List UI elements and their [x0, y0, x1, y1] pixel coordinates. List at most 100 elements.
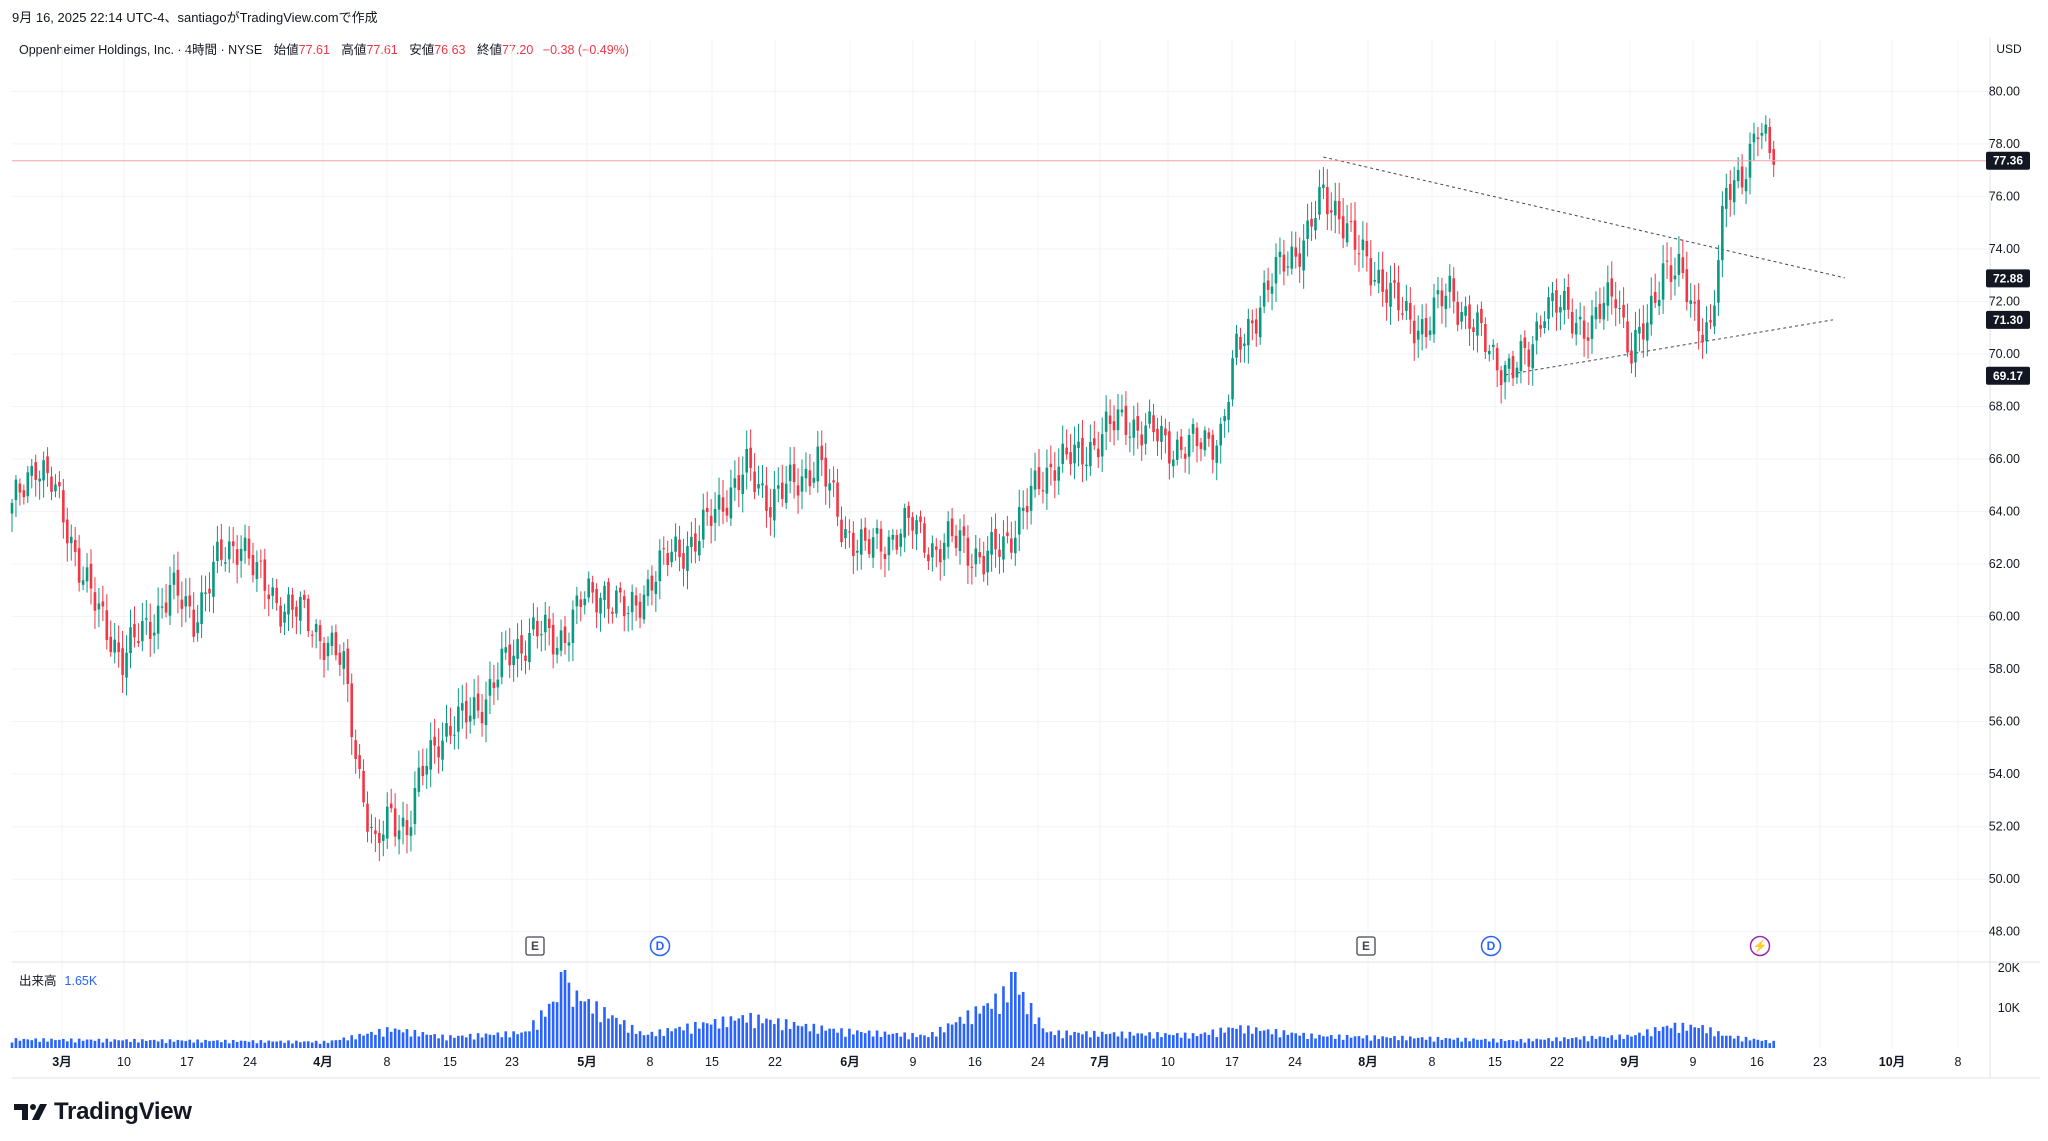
candle-body — [437, 746, 440, 758]
candle-body — [1290, 246, 1294, 269]
tradingview-logo[interactable]: TradingView — [14, 1098, 192, 1126]
time-tick-label: 17 — [180, 1055, 194, 1069]
time-tick-label: 15 — [705, 1055, 719, 1069]
candle-body — [1262, 282, 1266, 307]
candle-body — [1555, 290, 1558, 313]
volume-bar — [757, 1014, 760, 1048]
volume-bar — [50, 1038, 53, 1048]
candle-body — [698, 541, 701, 556]
candle-body — [1503, 364, 1507, 383]
volume-bar — [733, 1020, 737, 1048]
candle-body — [66, 519, 69, 544]
volume-bar — [378, 1028, 381, 1048]
volume-bar — [745, 1022, 748, 1048]
price-tick-label: 50.00 — [1989, 872, 2020, 886]
volume-bar — [1732, 1038, 1736, 1048]
candle-body — [1744, 179, 1748, 192]
volume-bar — [251, 1040, 255, 1048]
candle-body — [1772, 149, 1775, 165]
candle-body — [358, 755, 361, 769]
time-tick-label: 24 — [1031, 1055, 1045, 1069]
volume-bar — [1014, 972, 1017, 1048]
volume-bar — [180, 1040, 184, 1048]
price-badge — [1986, 310, 2030, 329]
candle-body — [1614, 299, 1617, 309]
volume-bar — [38, 1041, 41, 1048]
volume-bar — [974, 1006, 978, 1048]
volume-bar — [148, 1040, 152, 1048]
volume-bar — [433, 1034, 436, 1048]
volume-bar — [1017, 994, 1021, 1048]
volume-bar — [1175, 1033, 1179, 1048]
volume-bar — [318, 1043, 322, 1048]
volume-bar — [1199, 1033, 1203, 1048]
candle-body — [30, 465, 34, 476]
candle-body — [686, 546, 689, 571]
volume-bar — [603, 1007, 606, 1048]
candle-body — [1112, 421, 1116, 431]
candle-body — [1424, 317, 1428, 337]
candle-body — [954, 535, 958, 548]
candle-body — [310, 634, 314, 636]
candle-body — [1626, 321, 1629, 353]
volume-tick-label: 20K — [1998, 961, 2021, 975]
volume-bar — [1563, 1037, 1566, 1048]
candle-body — [101, 601, 105, 607]
candle-body — [303, 594, 306, 600]
volume-bars — [10, 970, 1775, 1048]
candle-body — [571, 609, 575, 643]
volume-bar — [788, 1028, 792, 1048]
volume-bar — [14, 1038, 18, 1048]
volume-bar — [698, 1028, 701, 1048]
candle-body — [133, 624, 136, 638]
volume-bar — [1614, 1039, 1617, 1048]
dividend-marker — [649, 935, 671, 957]
candle-body — [1243, 343, 1246, 346]
volume-bar — [512, 1031, 515, 1048]
volume-bar — [1713, 1036, 1716, 1048]
volume-bar — [1231, 1027, 1234, 1048]
volume-bar — [804, 1023, 808, 1048]
candle-body — [935, 546, 938, 550]
candle-body — [840, 519, 843, 543]
volume-bar — [1681, 1022, 1685, 1048]
candle-body — [1389, 282, 1392, 307]
candle-body — [1539, 324, 1542, 329]
candle-body — [1646, 322, 1649, 341]
volume-bar — [145, 1040, 148, 1048]
volume-bar — [468, 1033, 472, 1048]
candle-body — [1310, 218, 1313, 227]
candle-body — [800, 476, 804, 492]
volume-bar — [1033, 1024, 1037, 1048]
volume-label: 出来高 — [19, 974, 57, 988]
symbol-title[interactable]: Oppenheimer Holdings, Inc. · 4時間 · NYSE — [19, 43, 263, 57]
time-tick-label: 10月 — [1879, 1055, 1905, 1069]
candle-body — [1511, 356, 1515, 379]
candle-body — [575, 595, 579, 607]
candle-body — [891, 534, 895, 540]
volume-bar — [1219, 1027, 1222, 1048]
candle-body — [291, 594, 294, 610]
candle-body — [1401, 313, 1404, 315]
candle-body — [429, 740, 432, 770]
candle-body — [1669, 265, 1673, 282]
candle-body — [1341, 216, 1345, 239]
volume-bar — [30, 1040, 34, 1048]
candle-body — [701, 509, 705, 540]
candle-body — [938, 549, 942, 563]
candle-body — [1041, 490, 1045, 492]
volume-bar — [1756, 1039, 1760, 1048]
candle-body — [733, 478, 737, 488]
currency-button[interactable]: USD — [1988, 38, 2030, 60]
volume-bar — [575, 990, 579, 1048]
earnings-marker-label: E — [1362, 939, 1370, 953]
candle-body — [1760, 132, 1764, 136]
volume-bar — [500, 1037, 504, 1048]
candle-body — [1116, 409, 1120, 431]
volume-bar — [840, 1028, 843, 1048]
candle-body — [231, 541, 235, 547]
candle-body — [263, 559, 267, 591]
volume-bar — [1203, 1032, 1207, 1048]
volume-bar — [220, 1042, 223, 1048]
